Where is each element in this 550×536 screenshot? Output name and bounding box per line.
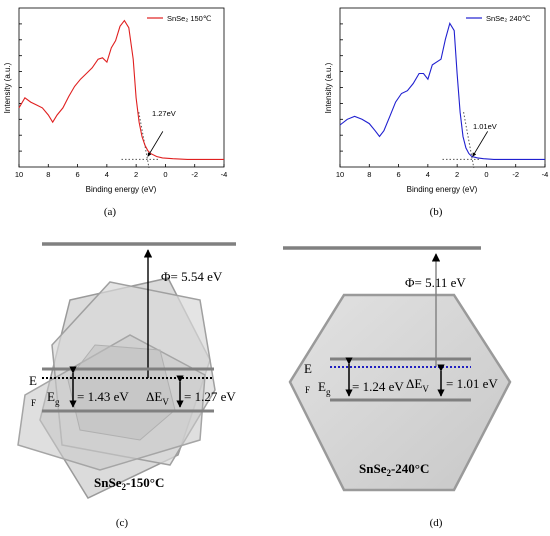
chartb-x-tick-label: 4 xyxy=(426,170,430,179)
diagram-d-title-rest: -240°C xyxy=(391,461,429,476)
charta-x-tick-label: 10 xyxy=(15,170,23,179)
chart-b-series-line xyxy=(339,22,545,160)
chart-a-tangent-dotted xyxy=(138,112,150,169)
diagram-d-eg-sub: g xyxy=(326,387,331,397)
chartb-x-tick-label: 2 xyxy=(455,170,459,179)
chart-a-y-ticks xyxy=(19,23,22,152)
diagram-c: Φ= 5.54 eV E F Eg = 1.43 eV ΔEV = 1.27 e… xyxy=(17,242,236,499)
diagram-d-dev-sub: V xyxy=(422,384,429,394)
diagram-d-title: SnSe2-240°C xyxy=(359,461,429,478)
charta-x-tick-label: 0 xyxy=(163,170,167,179)
chart-a-x-ticks: 10 8 6 4 2 0 -2 -4 xyxy=(15,164,228,179)
panel-b-label: (b) xyxy=(430,206,443,218)
panel-a-label: (a) xyxy=(104,206,117,218)
diagram-d-dev-label: ΔEV xyxy=(406,376,429,394)
charta-x-tick-label: -2 xyxy=(191,170,198,179)
diagram-c-phi-label: Φ= 5.54 eV xyxy=(161,269,223,284)
chart-a-annotation-arrow xyxy=(147,131,164,157)
chart-b-ylabel: Intensity (a.u.) xyxy=(324,62,333,113)
diagram-d-hexagon xyxy=(288,293,512,492)
panel-d-label: (d) xyxy=(430,517,443,529)
diagram-c-ef-sub: F xyxy=(31,398,36,408)
chart-b-annotation-label: 1.01eV xyxy=(473,122,497,131)
chartb-x-tick-label: -2 xyxy=(512,170,519,179)
diagram-c-title: SnSe2-150°C xyxy=(94,475,164,492)
chart-b-legend-label: SnSe₂ 240℃ xyxy=(486,14,531,23)
chartb-x-tick-label: 6 xyxy=(396,170,400,179)
chart-b-plot-frame xyxy=(339,7,546,168)
chart-a-legend: SnSe₂ 150℃ xyxy=(147,14,212,23)
diagram-c-title-rest: -150°C xyxy=(126,475,164,490)
diagram-c-dev-label: ΔEV xyxy=(146,389,169,407)
chartb-x-tick-label: 8 xyxy=(367,170,371,179)
charta-x-tick-label: 4 xyxy=(105,170,109,179)
chart-b-annotation-arrow xyxy=(472,131,488,157)
chart-a-xlabel: Binding energy (eV) xyxy=(86,185,157,194)
diagram-d-eg-label: Eg xyxy=(318,379,331,397)
diagram-c-eg-sub: g xyxy=(55,397,60,407)
charta-x-tick-label: 8 xyxy=(46,170,50,179)
chart-a: Intensity (a.u.) Binding energy (eV) 10 8… xyxy=(3,7,228,194)
chartb-x-tick-label: 10 xyxy=(336,170,344,179)
chart-b-tangent-dotted xyxy=(463,112,475,169)
charta-x-tick-label: -4 xyxy=(221,170,228,179)
chart-b-y-ticks xyxy=(340,23,343,152)
chart-a-legend-label: SnSe₂ 150℃ xyxy=(167,14,212,23)
diagram-c-eg-label: Eg xyxy=(47,389,60,407)
chart-b: Intensity (a.u.) Binding energy (eV) 10 8… xyxy=(324,7,549,194)
diagram-d-eg-value: = 1.24 eV xyxy=(352,379,404,394)
diagram-c-eg-value: = 1.43 eV xyxy=(77,389,129,404)
diagram-d-dev-main: ΔE xyxy=(406,376,422,391)
diagram-d-ef-label: E xyxy=(304,361,312,376)
diagram-d-ef-sub: F xyxy=(305,385,310,395)
chart-b-legend: SnSe₂ 240℃ xyxy=(466,14,531,23)
diagram-c-ef-label: E xyxy=(29,373,37,388)
chart-a-plot-frame xyxy=(18,7,225,168)
diagram-d-eg-main: E xyxy=(318,379,326,394)
diagram-c-dev-value: = 1.27 eV xyxy=(184,389,236,404)
diagram-d-title-main: SnSe xyxy=(359,461,387,476)
panel-c-label: (c) xyxy=(116,517,129,529)
diagram-d-dev-value: = 1.01 eV xyxy=(446,376,498,391)
chart-b-x-ticks: 10 8 6 4 2 0 -2 -4 xyxy=(336,164,549,179)
diagram-c-title-sub: 2 xyxy=(121,482,126,492)
chart-a-series-line xyxy=(18,19,224,160)
charta-x-tick-label: 6 xyxy=(75,170,79,179)
diagram-c-title-main: SnSe xyxy=(94,475,122,490)
chart-b-xlabel: Binding energy (eV) xyxy=(407,185,478,194)
chartb-x-tick-label: -4 xyxy=(542,170,549,179)
chart-a-annotation-label: 1.27eV xyxy=(152,109,176,118)
chart-a-ylabel: Intensity (a.u.) xyxy=(3,62,12,113)
charta-x-tick-label: 2 xyxy=(134,170,138,179)
diagram-c-dev-main: ΔE xyxy=(146,389,162,404)
diagram-d: Φ= 5.11 eV E F Eg = 1.24 eV ΔEV = 1.01 e… xyxy=(283,246,512,492)
chartb-x-tick-label: 0 xyxy=(484,170,488,179)
diagram-c-eg-main: E xyxy=(47,389,55,404)
diagram-d-phi-label: Φ= 5.11 eV xyxy=(405,275,466,290)
diagram-c-dev-sub: V xyxy=(162,397,169,407)
diagram-d-title-sub: 2 xyxy=(386,468,391,478)
